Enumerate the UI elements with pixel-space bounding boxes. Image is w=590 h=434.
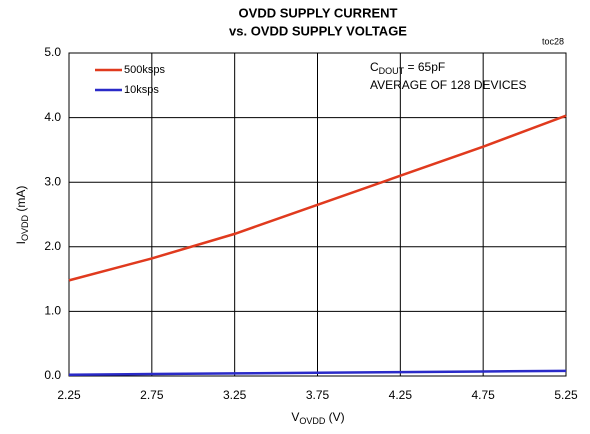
x-tick-label: 2.25 [57, 388, 81, 402]
y-tick-label: 5.0 [44, 45, 61, 59]
annotation: AVERAGE OF 128 DEVICES [370, 78, 527, 92]
corner-label: toc28 [542, 36, 564, 46]
y-tick-label: 4.0 [44, 110, 61, 124]
chart-title: vs. OVDD SUPPLY VOLTAGE [229, 23, 407, 38]
x-tick-label: 5.25 [554, 388, 578, 402]
plot-frame [68, 52, 567, 377]
line [68, 114, 567, 282]
legend-label: 500ksps [124, 64, 165, 76]
line [68, 369, 567, 376]
x-tick-label: 4.25 [389, 388, 413, 402]
y-tick-label: 1.0 [44, 304, 61, 318]
y-tick-label: 0.0 [44, 368, 61, 382]
y-tick-label: 2.0 [44, 239, 61, 253]
chart-title: OVDD SUPPLY CURRENT [239, 5, 398, 20]
x-tick-label: 3.75 [306, 388, 330, 402]
x-tick-label: 3.25 [223, 388, 247, 402]
annotation: CDOUT = 65pF [370, 60, 445, 76]
x-tick-label: 2.75 [140, 388, 164, 402]
legend-label: 10ksps [124, 84, 159, 96]
x-tick-label: 4.75 [471, 388, 495, 402]
x-axis-label: VOVDD (V) [291, 410, 344, 426]
y-axis-label: IOVDD (mA) [14, 186, 30, 245]
y-tick-label: 3.0 [44, 174, 61, 188]
